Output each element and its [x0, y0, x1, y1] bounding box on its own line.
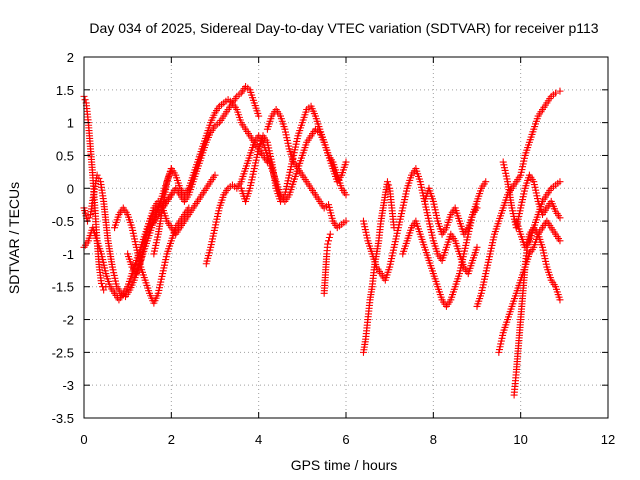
data-point: [383, 178, 391, 186]
x-tick-label: 8: [430, 432, 437, 447]
data-point: [325, 234, 333, 241]
y-tick-label: -2.5: [52, 345, 74, 360]
data-point: [482, 178, 490, 186]
data-point: [85, 214, 93, 222]
data-point: [97, 279, 105, 287]
x-axis-label: GPS time / hours: [291, 457, 398, 473]
y-tick-label: -3: [62, 378, 74, 393]
x-tick-label: 2: [168, 432, 175, 447]
data-point: [552, 89, 560, 97]
data-point: [385, 181, 393, 189]
y-tick-label: -1.5: [52, 280, 74, 295]
y-tick-label: -0.5: [52, 214, 74, 229]
data-point: [211, 171, 219, 179]
x-tick-label: 6: [342, 432, 349, 447]
data-point: [556, 237, 564, 245]
data-points: [80, 83, 564, 399]
y-tick-label: -1: [62, 247, 74, 262]
axis-ticks: 2 1.5 1 0.5 0 -0.5 -1 -1.5 -2 -2.5 -3 -3.5 0 2 4 6 8 10 12: [52, 50, 616, 447]
data-point: [326, 230, 334, 238]
chart-title: Day 034 of 2025, Sidereal Day-to-day VTE…: [89, 20, 598, 36]
y-tick-label: 1: [67, 116, 74, 131]
data-point: [556, 87, 564, 95]
x-tick-label: 12: [601, 432, 615, 447]
data-point: [473, 204, 481, 212]
y-tick-label: -3.5: [52, 411, 74, 426]
x-tick-label: 4: [255, 432, 262, 447]
data-point: [324, 240, 332, 248]
data-point: [325, 237, 333, 245]
data-point: [556, 178, 564, 186]
data-point: [255, 112, 263, 120]
y-tick-label: 2: [67, 50, 74, 65]
data-point: [342, 158, 350, 166]
data-point: [556, 214, 564, 222]
data-point: [556, 296, 564, 304]
data-point: [473, 243, 481, 251]
data-point: [342, 191, 350, 199]
x-tick-label: 10: [513, 432, 527, 447]
data-point: [93, 171, 101, 179]
y-tick-label: 0: [67, 181, 74, 196]
data-point: [95, 174, 103, 182]
data-point: [342, 217, 350, 225]
y-axis-label: SDTVAR / TECUs: [6, 182, 22, 294]
x-tick-label: 0: [80, 432, 87, 447]
y-tick-label: 1.5: [56, 83, 74, 98]
data-point: [81, 96, 89, 104]
y-tick-label: -2: [62, 313, 74, 328]
y-tick-label: 0.5: [56, 148, 74, 163]
